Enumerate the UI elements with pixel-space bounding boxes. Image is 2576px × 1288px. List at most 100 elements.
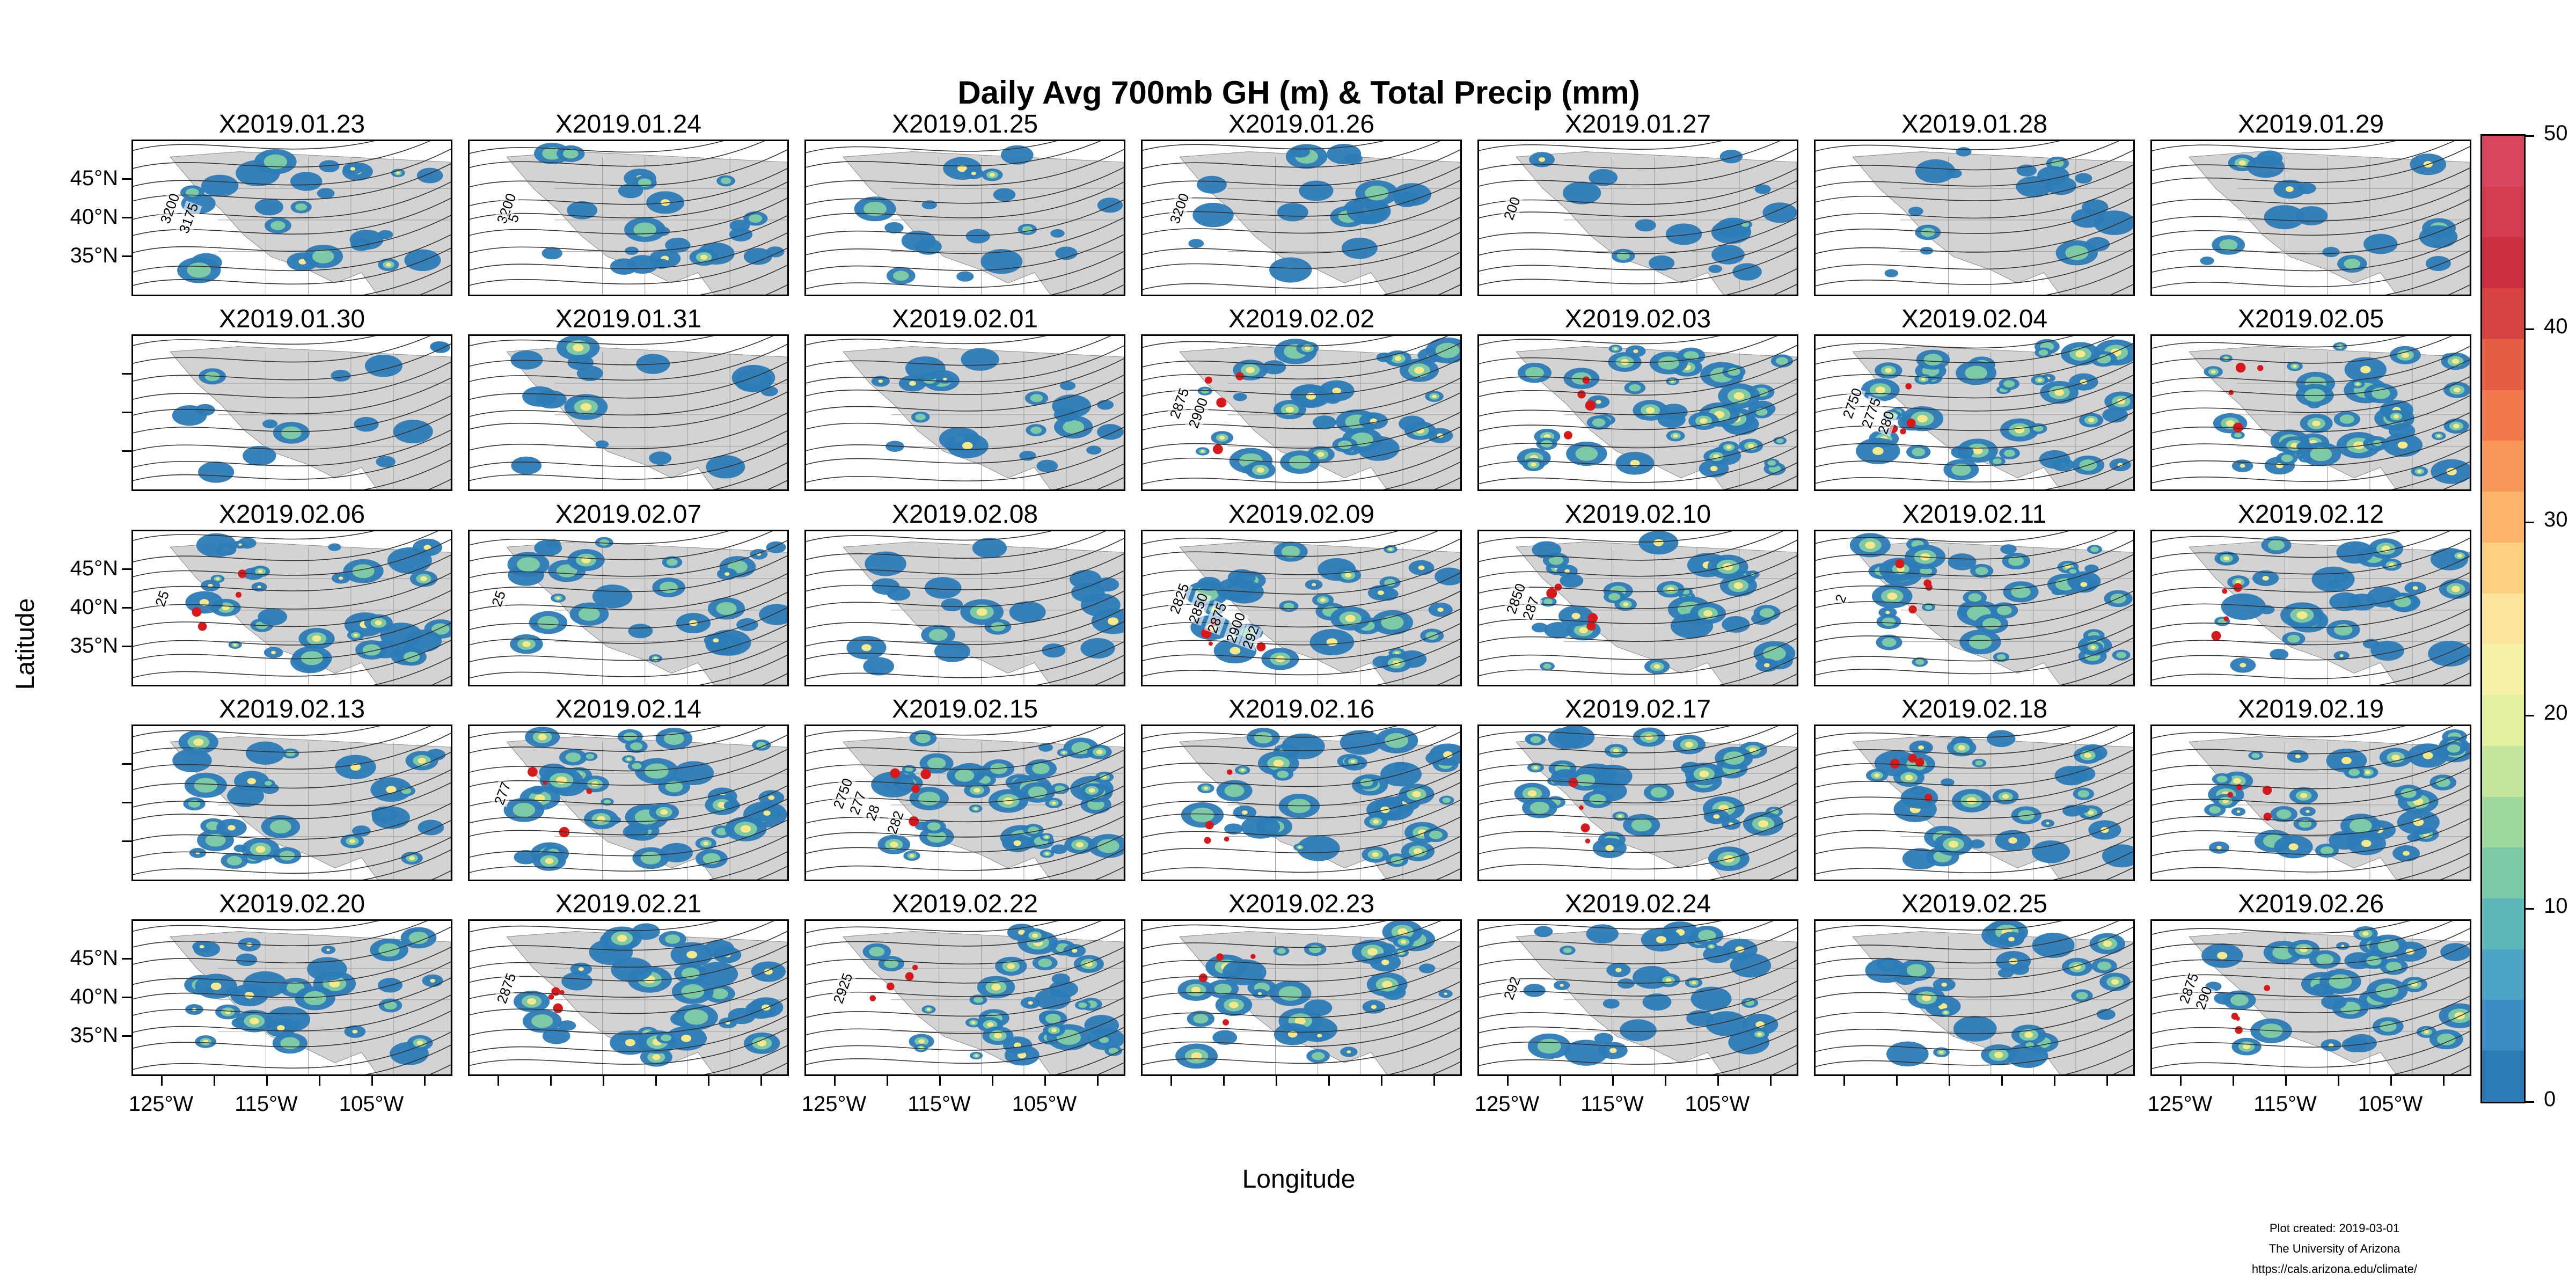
precip-blob — [2329, 831, 2361, 850]
precip-blob — [2039, 450, 2070, 469]
precip-blob — [1733, 582, 1743, 589]
precip-blob — [279, 851, 295, 861]
precip-blob — [258, 608, 288, 626]
precip-blob — [1874, 773, 1880, 778]
precip-blob — [716, 602, 737, 615]
precip-blob — [1013, 840, 1021, 846]
gh-contour — [1816, 531, 2069, 544]
precip-blob — [2045, 177, 2077, 195]
gh-contour — [2152, 336, 2406, 349]
precip-blob — [716, 645, 734, 656]
precip-blob — [1968, 593, 1982, 602]
precip-blob — [700, 254, 708, 260]
precip-blob — [633, 222, 656, 237]
gh-contour — [2152, 395, 2470, 434]
precip-peak — [2264, 985, 2271, 991]
precip-blob — [1028, 1001, 1033, 1005]
precip-blob — [1615, 968, 1622, 972]
precip-blob — [537, 616, 559, 630]
precip-blob — [1966, 797, 1977, 804]
gh-contour — [1479, 766, 1797, 805]
precip-blob — [1596, 400, 1601, 404]
gh-contour — [1055, 1048, 1124, 1074]
precip-blob — [210, 982, 222, 990]
colorbar-swatch — [2482, 644, 2524, 696]
longitude-tick-label: 125°W — [128, 1092, 194, 1116]
gh-contour — [1143, 412, 1460, 450]
precip-blob — [1613, 749, 1619, 753]
gh-contour — [1816, 921, 2063, 932]
precip-blob — [2437, 1033, 2456, 1045]
precip-blob — [349, 839, 355, 844]
map-frame — [1141, 919, 1462, 1076]
precip-peak — [1256, 642, 1266, 652]
precip-blob — [1394, 356, 1402, 361]
axis-tick — [122, 217, 131, 218]
precip-blob — [352, 1029, 358, 1034]
precip-blob — [2230, 994, 2249, 1006]
precip-blob — [975, 1054, 978, 1057]
colorbar-tick — [2526, 522, 2534, 523]
colorbar-tick-label: 20 — [2544, 701, 2568, 724]
precip-peak — [2235, 1026, 2243, 1034]
longitude-tick-label: 115°W — [235, 1092, 298, 1116]
panel-date-label: X2019.01.27 — [1564, 110, 1711, 138]
precip-blob — [2240, 663, 2246, 668]
gh-contour — [1816, 782, 2133, 821]
precip-blob — [971, 1021, 976, 1024]
gh-contour — [470, 343, 787, 382]
precip-blob — [2437, 434, 2441, 437]
gh-contour — [806, 608, 1124, 647]
gh-contour — [133, 141, 375, 151]
precip-blob — [2370, 640, 2405, 661]
gh-contour — [1376, 655, 1460, 685]
gh-contour — [806, 570, 1124, 609]
map-frame: 3200 3175 — [131, 140, 452, 296]
precip-blob — [245, 741, 285, 765]
precip-peak — [2262, 786, 2272, 795]
gh-contour — [470, 215, 787, 254]
gh-contour — [133, 921, 428, 948]
colorbar-swatch — [2482, 898, 2524, 949]
precip-blob — [580, 403, 591, 411]
axis-tick — [1328, 1076, 1330, 1086]
precip-peak — [2223, 616, 2229, 621]
precip-blob — [1690, 986, 1732, 1011]
precip-blob — [1188, 239, 1204, 248]
precip-blob — [1055, 246, 1078, 260]
precip-blob — [1958, 745, 1965, 751]
precip-blob — [262, 419, 278, 429]
precip-blob — [1534, 926, 1553, 938]
colorbar-swatch — [2482, 237, 2524, 289]
precip-blob — [198, 461, 235, 483]
precip-blob — [1401, 940, 1407, 944]
precip-blob — [2226, 420, 2235, 427]
precip-peak — [1908, 753, 1917, 763]
precip-blob — [1262, 360, 1286, 375]
precip-blob — [1767, 460, 1776, 466]
precip-peak — [2235, 1016, 2240, 1021]
axis-tick — [122, 412, 131, 413]
gh-contour — [713, 462, 787, 489]
precip-blob — [2238, 160, 2246, 166]
axis-tick — [1665, 1076, 1666, 1086]
precip-blob — [567, 201, 597, 219]
gh-contour — [2152, 537, 2470, 576]
gh-contour — [133, 343, 451, 382]
axis-tick — [122, 178, 131, 180]
precip-blob — [706, 455, 745, 479]
precip-blob — [2403, 851, 2410, 856]
map-panel: X2019.02.21 2875 — [468, 891, 789, 1076]
latitude-tick-label: 35°N — [70, 244, 118, 267]
colorbar-swatch — [2482, 695, 2524, 746]
gh-contour — [1723, 462, 1797, 489]
gh-contour — [133, 197, 451, 236]
precip-blob — [1918, 745, 1924, 750]
precip-blob — [538, 734, 547, 741]
precip-blob — [561, 972, 592, 991]
gh-contour — [806, 538, 1124, 576]
precip-blob — [2024, 1031, 2033, 1038]
latitude-tick-label: 45°N — [70, 557, 118, 580]
precip-blob — [980, 249, 1023, 274]
